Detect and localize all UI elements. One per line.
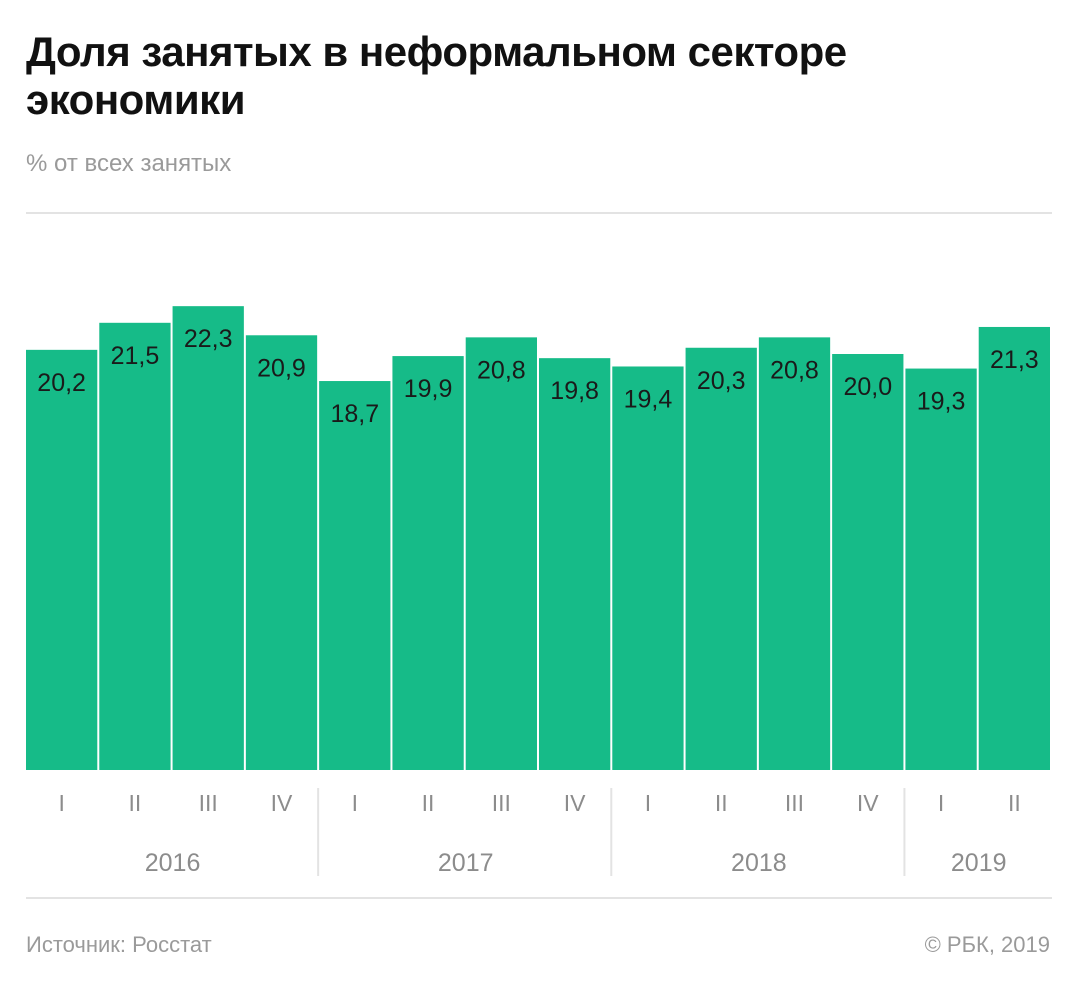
bottom-divider xyxy=(26,897,1052,899)
year-label: 2019 xyxy=(951,849,1007,877)
x-tick-label: I xyxy=(352,790,358,816)
bar-value-label: 22,3 xyxy=(184,325,233,353)
bar xyxy=(99,322,171,770)
bar xyxy=(539,358,611,770)
bar xyxy=(978,326,1050,770)
year-label: 2018 xyxy=(731,849,787,877)
bar-chart: 20,2I21,5II22,3III20,9IV18,7I19,9II20,8I… xyxy=(26,306,1050,877)
bar-value-label: 20,2 xyxy=(37,369,86,397)
x-tick-label: II xyxy=(129,790,142,816)
chart-title: Доля занятых в неформальном секторе экон… xyxy=(26,28,847,123)
bar-value-label: 21,5 xyxy=(111,342,160,370)
bar-value-label: 18,7 xyxy=(330,400,379,428)
bar xyxy=(465,337,537,770)
top-divider xyxy=(26,212,1052,214)
bar xyxy=(832,354,904,770)
x-tick-label: III xyxy=(785,790,804,816)
bar xyxy=(905,368,977,770)
year-label: 2016 xyxy=(145,849,201,877)
bar xyxy=(612,366,684,770)
x-tick-label: I xyxy=(645,790,651,816)
x-tick-label: III xyxy=(199,790,218,816)
chart-subtitle: % от всех занятых xyxy=(26,150,232,177)
bar-value-label: 20,3 xyxy=(697,367,746,395)
x-tick-label: IV xyxy=(857,790,879,816)
bar-value-label: 19,9 xyxy=(404,375,453,403)
copyright: © РБК, 2019 xyxy=(924,932,1050,957)
x-tick-label: IV xyxy=(564,790,586,816)
x-tick-label: III xyxy=(492,790,511,816)
bar xyxy=(685,347,757,770)
year-label: 2017 xyxy=(438,849,494,877)
bar-value-label: 19,8 xyxy=(550,377,599,405)
bar xyxy=(392,356,464,770)
bar-value-label: 19,4 xyxy=(624,385,673,413)
source-note: Источник: Росстат xyxy=(26,932,212,957)
bar-value-label: 21,3 xyxy=(990,346,1039,374)
bar xyxy=(245,335,318,770)
bar-value-label: 20,0 xyxy=(843,373,892,401)
bar-value-label: 20,8 xyxy=(477,356,526,384)
bar-value-label: 20,9 xyxy=(257,354,306,382)
bar-value-label: 19,3 xyxy=(917,388,966,416)
bar xyxy=(758,337,831,770)
bar-value-label: 20,8 xyxy=(770,356,819,384)
x-tick-label: II xyxy=(715,790,728,816)
x-tick-label: IV xyxy=(271,790,293,816)
x-tick-label: II xyxy=(422,790,435,816)
bar xyxy=(172,306,244,770)
x-tick-label: I xyxy=(938,790,944,816)
bar xyxy=(319,381,391,770)
x-tick-label: I xyxy=(58,790,64,816)
x-tick-label: II xyxy=(1008,790,1021,816)
bar xyxy=(26,349,98,770)
